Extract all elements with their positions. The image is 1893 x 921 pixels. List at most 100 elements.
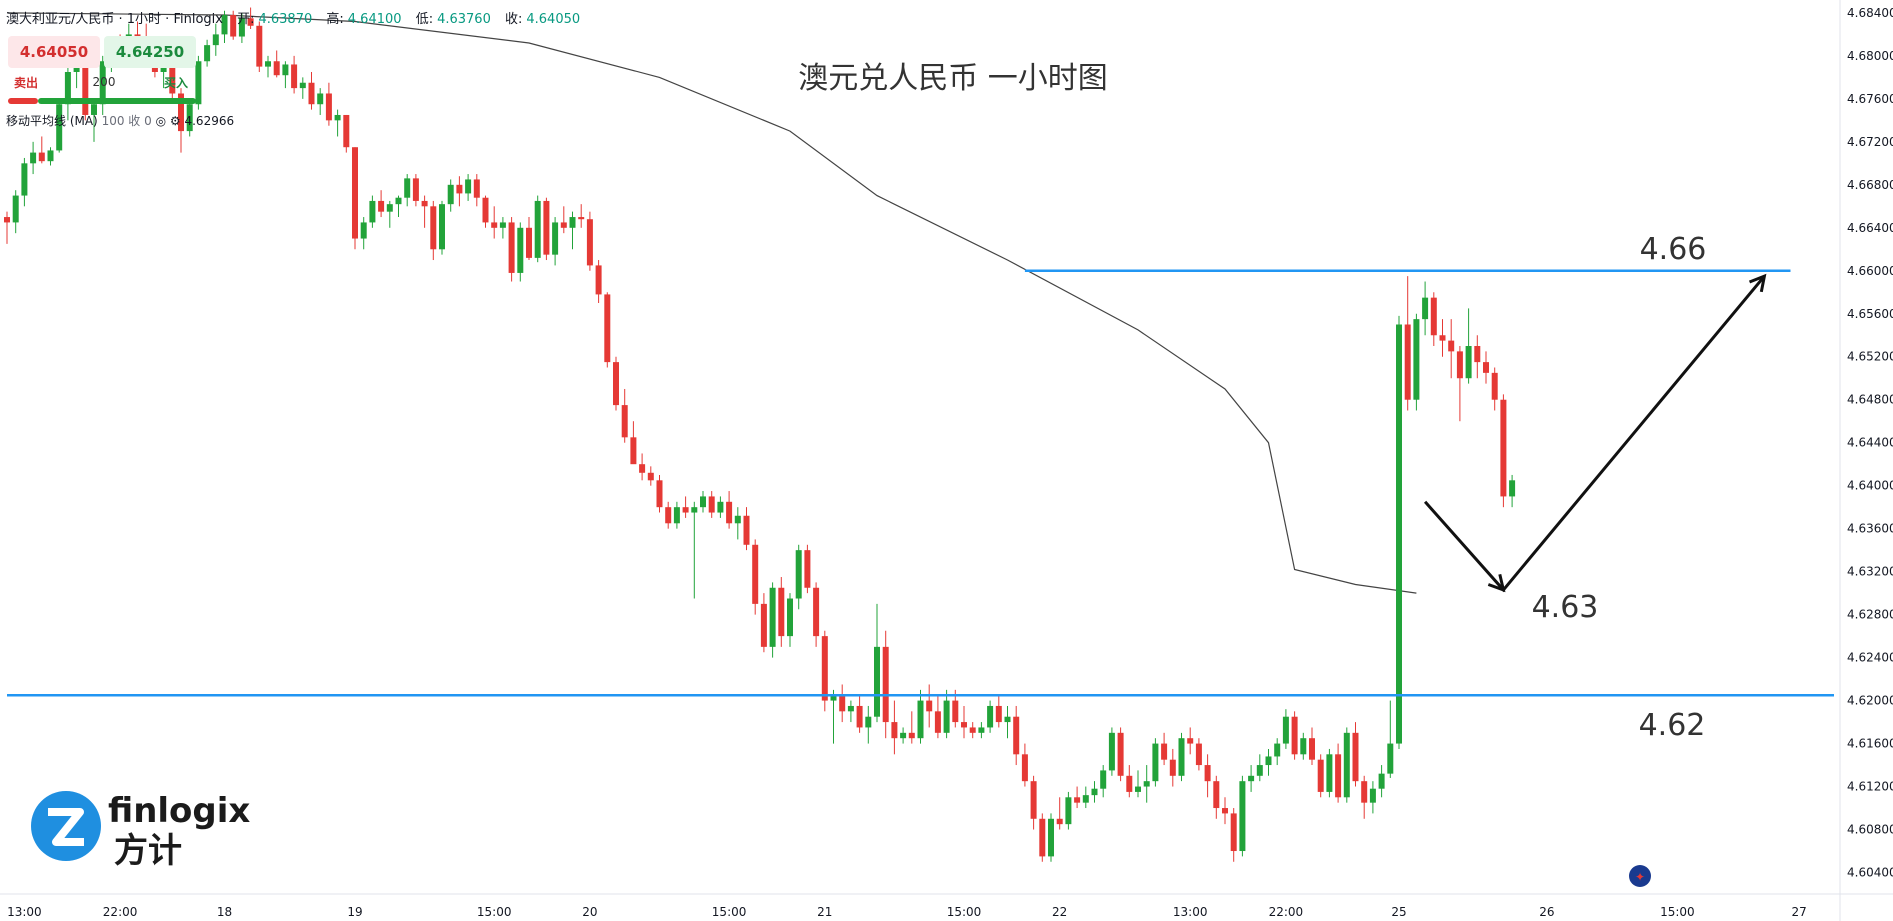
candle-up (317, 93, 324, 105)
candle-down (1500, 399, 1507, 497)
candle-up (700, 496, 706, 508)
high-value: 4.64100 (347, 12, 402, 27)
candle-up (1065, 797, 1072, 825)
candle-up (47, 150, 54, 162)
candle-down (1352, 732, 1359, 782)
candle-down (352, 147, 358, 239)
symbol-name[interactable]: 澳大利亚元/人民币 · 1小时 · Finlogix (6, 12, 223, 27)
y-tick-label: 4.64000 (1847, 479, 1893, 493)
indicator-value: 4.62966 (184, 114, 235, 128)
candle-down (743, 515, 750, 545)
candle-down (1056, 818, 1063, 825)
indicator-params: 100 收 0 (101, 114, 152, 128)
candle-up (1152, 743, 1159, 782)
candle-up (64, 71, 71, 105)
candle-down (256, 25, 263, 67)
candle-up (900, 732, 907, 739)
candle-down (1309, 738, 1315, 760)
candle-down (543, 200, 550, 255)
candle-down (882, 646, 889, 723)
open-value: 4.63870 (258, 12, 313, 27)
candle-up (943, 700, 950, 733)
candle-up (1248, 775, 1255, 782)
candle-down (273, 61, 280, 76)
open-label: 开: (237, 12, 255, 27)
x-tick-label: 26 (1539, 905, 1554, 919)
candle-down (656, 480, 663, 508)
x-tick-label: 22:00 (1269, 905, 1304, 919)
candle-up (1509, 480, 1516, 497)
candle-down (1213, 781, 1220, 809)
candle-up (717, 501, 724, 513)
candle-down (813, 587, 820, 637)
chart-title: 澳元兑人民币 一小时图 (798, 61, 1108, 96)
candle-down (665, 507, 672, 524)
candle-down (169, 61, 176, 94)
candle-up (1387, 743, 1394, 774)
logo-z-icon (48, 808, 84, 846)
candle-up (1108, 732, 1115, 771)
candle-down (4, 217, 10, 223)
x-tick-label: 13:00 (7, 905, 42, 919)
candle-down (1491, 372, 1498, 400)
indicator-name: 移动平均线 (MA) (6, 114, 98, 128)
candle-up (30, 152, 37, 164)
indicator-legend[interactable]: 移动平均线 (MA) 100 收 0 ◎ ⚙ 4.62966 (6, 112, 234, 129)
y-tick-label: 4.61200 (1847, 780, 1893, 794)
buy-price-button[interactable]: 4.64250 (104, 36, 196, 68)
candle-down (82, 66, 89, 115)
candle-up (12, 195, 19, 223)
sell-button[interactable]: 卖出 (14, 76, 39, 90)
candle-down (639, 464, 646, 473)
candle-down (1030, 781, 1037, 819)
projection-path (1423, 275, 1766, 593)
x-tick-label: 19 (347, 905, 362, 919)
candle-up (360, 222, 367, 239)
candle-down (291, 64, 298, 89)
quantity-input[interactable]: 200 (92, 75, 116, 89)
candle-down (1439, 335, 1446, 341)
settings-icon[interactable]: ⚙ (169, 114, 181, 128)
up-arrowhead-icon (1748, 273, 1767, 293)
candle-up (204, 45, 211, 62)
y-tick-label: 4.66400 (1847, 221, 1893, 235)
candle-up (552, 222, 559, 255)
candle-down (778, 587, 785, 637)
candle-down (526, 227, 532, 258)
candle-down (586, 219, 593, 266)
y-tick-label: 4.60800 (1847, 823, 1893, 837)
candle-down (1161, 743, 1168, 760)
logo-brand-cn: 方计 (114, 831, 182, 870)
candle-down (908, 732, 915, 739)
y-tick-label: 4.62800 (1847, 608, 1893, 622)
sell-price-button[interactable]: 4.64050 (8, 36, 100, 68)
candle-down (647, 472, 654, 481)
candle-down (178, 93, 184, 132)
candle-down (412, 178, 419, 201)
candle-up (1369, 788, 1376, 803)
candle-down (430, 206, 437, 250)
candle-up (1048, 818, 1054, 857)
candle-up (195, 61, 202, 105)
candle-up (673, 507, 680, 524)
candle-up (186, 104, 193, 132)
buy-button[interactable]: 买入 (164, 76, 189, 90)
candle-up (569, 217, 576, 228)
candle-down (613, 362, 619, 406)
candle-up (1300, 738, 1307, 755)
australia-flag-icon (1629, 865, 1651, 887)
candle-down (1195, 743, 1202, 766)
y-tick-label: 4.64800 (1847, 393, 1893, 407)
candle-up (1135, 786, 1141, 792)
eye-icon[interactable]: ◎ (155, 114, 167, 128)
candle-down (1456, 351, 1463, 379)
candle-down (1291, 716, 1298, 755)
candle-up (21, 163, 28, 196)
y-tick-label: 4.66000 (1847, 264, 1893, 278)
candle-down (1013, 716, 1020, 755)
candle-up (1100, 770, 1107, 789)
candle-down (891, 722, 898, 739)
candle-down (804, 550, 811, 588)
candle-up (795, 550, 802, 599)
